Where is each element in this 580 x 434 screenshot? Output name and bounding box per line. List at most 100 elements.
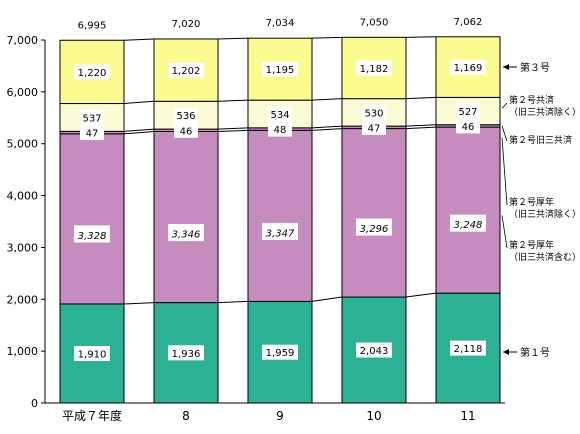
legend-label: 第１号 <box>520 346 550 359</box>
legend-label: 第２号共済 <box>509 94 554 106</box>
legend-leader-line <box>501 137 508 206</box>
data-label-box <box>174 107 198 123</box>
bar-segment <box>341 128 407 298</box>
combined-data-label: 3,328 <box>78 231 107 242</box>
series-connector-line <box>311 98 343 101</box>
y-tick-label: 5,000 <box>7 138 39 151</box>
data-label: 527 <box>458 107 477 118</box>
data-label-box <box>262 344 298 360</box>
legend-arrow-head <box>503 349 509 355</box>
y-tick-label: 1,000 <box>7 345 39 358</box>
combined-data-label-box <box>450 216 486 232</box>
legend-label: 第２号厚年 <box>509 239 554 251</box>
legend-label: 第２号厚年 <box>509 196 554 208</box>
data-label-box <box>80 109 104 125</box>
x-tick-label: 8 <box>182 409 190 423</box>
data-label-box <box>456 118 480 134</box>
bar-segment <box>247 129 313 302</box>
data-label-box <box>174 122 198 138</box>
x-tick-label: 10 <box>366 409 381 423</box>
data-label: 1,169 <box>454 63 483 74</box>
data-label: 47 <box>368 123 381 134</box>
combined-data-label: 3,296 <box>360 224 389 235</box>
data-label: 534 <box>270 110 289 121</box>
total-label: 7,062 <box>454 17 483 28</box>
x-tick-label: 平成７年度 <box>62 408 122 423</box>
data-label: 537 <box>82 113 101 124</box>
data-label: 1,220 <box>78 68 107 79</box>
total-label: 6,995 <box>78 20 107 31</box>
legend-leader-line <box>501 125 508 142</box>
data-label: 47 <box>86 129 99 140</box>
data-label: 46 <box>180 126 193 137</box>
combined-data-label-box <box>168 226 204 242</box>
combined-data-label: 3,346 <box>172 230 201 241</box>
series-connector-line <box>123 128 155 132</box>
data-label-box <box>362 119 386 135</box>
legend-label: 第３号 <box>520 61 550 74</box>
data-label: 48 <box>274 125 287 136</box>
total-label: 7,020 <box>172 19 201 30</box>
y-tick-label: 2,000 <box>7 293 39 306</box>
data-label: 1,959 <box>266 348 295 359</box>
data-label-box <box>168 345 204 361</box>
series-connector-line <box>217 37 249 40</box>
series-connector-line <box>123 130 155 135</box>
x-tick-label: 11 <box>460 409 475 423</box>
data-label-box <box>362 104 386 120</box>
series-connector-line <box>405 96 437 100</box>
bar-segment <box>59 133 125 305</box>
data-label-box <box>450 59 486 75</box>
legend-leader-line <box>501 215 508 249</box>
combined-data-label-box <box>356 220 392 236</box>
series-connector-line <box>123 100 155 105</box>
data-label-box <box>262 61 298 77</box>
data-label: 2,118 <box>454 344 483 355</box>
data-label-box <box>168 62 204 78</box>
data-label-box <box>268 121 292 137</box>
series-connector-line <box>311 125 343 129</box>
legend-label-line2: （旧三共済含む） <box>509 251 580 263</box>
combined-data-label: 3,248 <box>454 220 483 231</box>
legend-label-line2: （旧三共済除く） <box>509 106 580 118</box>
series-connector-line <box>405 124 437 127</box>
series-connector-line <box>217 129 249 132</box>
total-label: 7,050 <box>360 17 389 28</box>
combined-data-label: 3,347 <box>266 228 295 239</box>
data-label-box <box>456 103 480 119</box>
series-connector-line <box>217 300 249 304</box>
series-connector-line <box>123 38 155 41</box>
data-label-box <box>356 60 392 76</box>
data-label-box <box>74 64 110 80</box>
series-connector-line <box>217 127 249 130</box>
data-label-box <box>356 342 392 358</box>
data-label-box <box>74 345 110 361</box>
data-label: 530 <box>364 108 383 119</box>
data-label: 536 <box>176 111 195 122</box>
series-connector-line <box>123 302 155 305</box>
data-label-box <box>268 106 292 122</box>
total-label: 7,034 <box>266 18 295 29</box>
data-label: 1,202 <box>172 66 201 77</box>
series-connector-line <box>311 36 343 39</box>
legend-label: 第２号旧三共済 <box>509 134 572 146</box>
combined-data-label-box <box>74 227 110 243</box>
data-label: 1,936 <box>172 349 201 360</box>
data-label: 46 <box>462 122 475 133</box>
data-label: 2,043 <box>360 346 389 357</box>
y-tick-label: 7,000 <box>7 34 39 47</box>
bar-segment <box>435 126 501 294</box>
data-label-box <box>80 125 104 141</box>
combined-data-label-box <box>262 224 298 240</box>
data-label: 1,195 <box>266 65 295 76</box>
y-tick-label: 0 <box>31 397 38 410</box>
series-connector-line <box>405 126 437 130</box>
series-connector-line <box>405 292 437 298</box>
y-tick-label: 4,000 <box>7 190 39 203</box>
data-label: 1,182 <box>360 64 389 75</box>
series-connector-line <box>311 296 343 302</box>
data-label: 1,910 <box>78 349 107 360</box>
data-label-box <box>450 340 486 356</box>
legend-label-line2: （旧三共済除く） <box>509 208 580 220</box>
